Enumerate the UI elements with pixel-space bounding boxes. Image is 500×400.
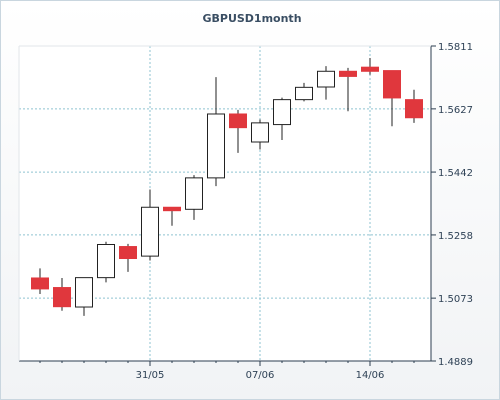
candle-body <box>75 277 93 308</box>
candle-body <box>53 287 71 308</box>
candle-up <box>75 277 93 316</box>
candle-body <box>383 70 401 99</box>
candle-up <box>273 97 291 140</box>
candle-up <box>207 77 225 187</box>
candle-up <box>317 66 335 100</box>
y-tick-label: 1.5073 <box>438 294 473 305</box>
y-axis-ticks: 1.5811 1.5627 1.5442 1.5258 1.5073 1.4889 <box>431 42 473 368</box>
candle-body <box>405 99 423 119</box>
plot-area <box>19 46 431 361</box>
candle-down <box>383 70 401 127</box>
y-tick-label: 1.5811 <box>438 42 473 53</box>
candle-body <box>31 277 49 290</box>
x-tick-label: 14/06 <box>356 370 385 381</box>
y-tick-label: 1.5627 <box>438 105 473 116</box>
candle-body <box>229 113 247 129</box>
candle-body <box>141 206 159 257</box>
candle-down <box>361 57 379 75</box>
x-tick-label: 31/05 <box>136 370 165 381</box>
candle-up <box>97 241 115 283</box>
x-axis-ticks: 31/05 07/06 14/06 <box>39 361 415 381</box>
y-tick-label: 1.5258 <box>438 231 473 242</box>
candle-body <box>295 86 313 101</box>
x-tick-label: 07/06 <box>246 370 275 381</box>
y-tick-label: 1.4889 <box>438 357 473 368</box>
candle-up <box>251 119 269 150</box>
candle-body <box>317 70 335 88</box>
candle-down <box>119 243 137 272</box>
axes <box>18 45 432 362</box>
candle-body <box>339 70 357 77</box>
candle-body <box>361 66 379 72</box>
candle-down <box>339 67 357 112</box>
candles <box>31 57 423 316</box>
candle-body <box>207 113 225 179</box>
candle-body <box>185 177 203 210</box>
candle-up <box>185 175 203 220</box>
y-tick-label: 1.5442 <box>438 168 473 179</box>
candle-body <box>97 243 115 279</box>
candle-up <box>141 189 159 261</box>
candle-down <box>229 109 247 153</box>
candle-down <box>163 206 181 226</box>
candle-body <box>273 99 291 126</box>
candle-down <box>53 277 71 311</box>
candle-down <box>405 89 423 123</box>
candle-up <box>295 82 313 102</box>
candle-body <box>119 246 137 260</box>
candle-body <box>163 206 181 212</box>
candle-down <box>31 268 49 295</box>
chart-title: GBPUSD1month <box>202 12 301 25</box>
candle-body <box>251 122 269 143</box>
